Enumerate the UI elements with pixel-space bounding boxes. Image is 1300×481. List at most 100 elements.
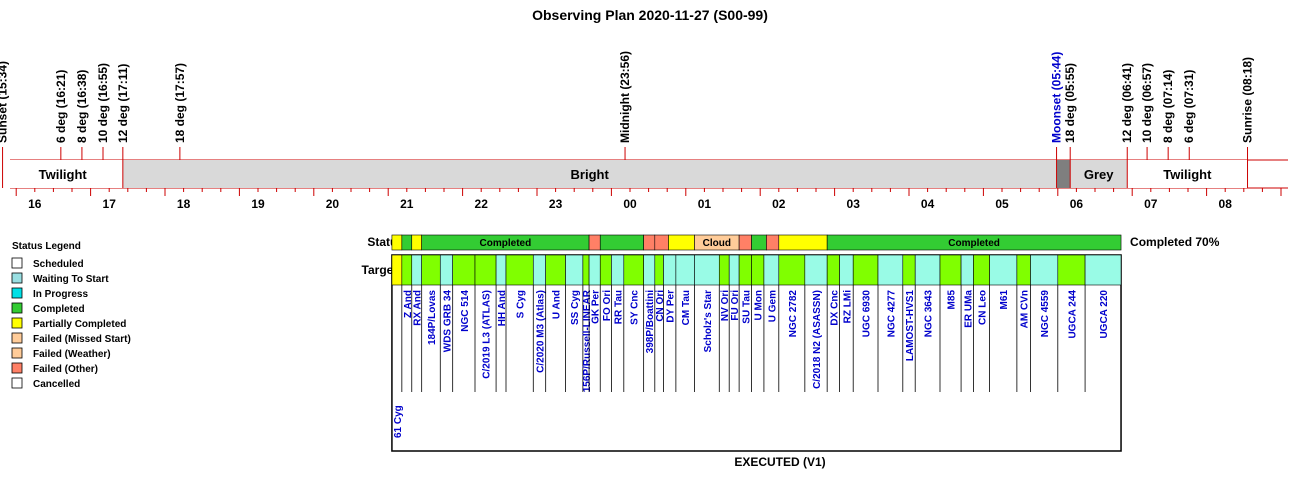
legend-swatch-completed: [11, 302, 23, 314]
legend-swatch-failed-weather: [11, 347, 23, 359]
target-label-nv-ori: NV Ori: [720, 290, 731, 321]
target-cell-am-cvn: [1016, 254, 1031, 286]
target-label-gk-per: GK Per: [591, 290, 602, 324]
legend-swatch-failed-other: [11, 362, 23, 374]
target-cell-ngc-4277: [877, 254, 904, 286]
target-label-scholz-s-star: Scholz's Star: [703, 290, 714, 353]
target-label-s-cyg: S Cyg: [516, 290, 527, 318]
target-cell-ngc-514: [452, 254, 476, 286]
target-label-su-tau: SU Tau: [741, 290, 752, 324]
hour-tick-label-23: 23: [549, 197, 563, 211]
target-cell-u-and: [545, 254, 566, 286]
hour-tick-label-03: 03: [847, 197, 861, 211]
status-segment-label-completed: Completed: [480, 238, 532, 249]
target-label-ngc-514: NGC 514: [460, 290, 471, 332]
event-label-moonset-05-44: Moonset (05:44): [1050, 52, 1064, 143]
hour-axis: 16 17 18 19 20 21 22 23 00 01 02 03 04 05 06 07 08: [15, 188, 1282, 211]
event-label-18-deg-17-57: 18 deg (17:57): [173, 63, 187, 143]
band-label-twilight: Twilight: [1163, 167, 1212, 182]
target-label-c-2019-l3-atlas: C/2019 L3 (ATLAS): [482, 290, 493, 379]
event-label-sunset-15-34: Sunset (15:34): [0, 61, 10, 143]
sky-condition-band: Twilight Bright Grey Twilight: [2, 159, 1288, 189]
target-label-u-gem: U Gem: [767, 290, 778, 322]
target-cell-rr-tau: [611, 254, 625, 286]
legend-label-completed: Completed: [33, 304, 85, 315]
hour-tick-label-18: 18: [177, 197, 191, 211]
event-label-6-deg-16-21: 6 deg (16:21): [54, 70, 68, 143]
target-label-cn-ori: CN Ori: [655, 290, 666, 322]
hour-tick-label-04: 04: [921, 197, 935, 211]
target-cell-m85: [939, 254, 962, 286]
target-label-cm-tau: CM Tau: [681, 290, 692, 325]
target-label-ngc-3643: NGC 3643: [924, 290, 935, 338]
target-label-rx-and: RX And: [413, 290, 424, 326]
status-segment-label-completed: Completed: [948, 238, 1000, 249]
legend-label-failed-other: Failed (Other): [33, 364, 98, 375]
target-cell-er-uma: [960, 254, 974, 286]
legend-label-waiting-to-start: Waiting To Start: [33, 274, 109, 285]
event-label-6-deg-07-31: 6 deg (07:31): [1182, 70, 1196, 143]
target-label-am-cvn: AM CVn: [1020, 290, 1031, 328]
status-segment-completed: [401, 234, 413, 251]
event-label-10-deg-06-57: 10 deg (06:57): [1140, 63, 1154, 143]
target-label-ugc-6930: UGC 6930: [862, 290, 873, 338]
hour-tick-label-08: 08: [1219, 197, 1233, 211]
status-segment-completed: [599, 234, 644, 251]
target-label-c-2018-n2-asassn: C/2018 N2 (ASASSN): [812, 290, 823, 389]
target-label-ss-cyg: SS Cyg: [570, 290, 581, 325]
legend-label-failed-missed-start: Failed (Missed Start): [33, 334, 131, 345]
target-cell-scholz-s-star: [694, 254, 720, 286]
band-segment-bright: [122, 160, 1057, 188]
target-label-61-cyg: 61 Cyg: [393, 405, 404, 438]
event-label-18-deg-05-55: 18 deg (05:55): [1063, 63, 1077, 143]
target-cell-fo-ori: [599, 254, 612, 286]
hour-tick-label-06: 06: [1070, 197, 1084, 211]
target-label-hh-and: HH And: [497, 290, 508, 326]
chart-title: Observing Plan 2020-11-27 (S00-99): [532, 7, 768, 23]
target-cell-fu-ori: [728, 254, 740, 286]
target-label-m85: M85: [947, 290, 958, 310]
target-cell-gk-per: [588, 254, 601, 286]
hour-tick-label-02: 02: [772, 197, 786, 211]
status-segment-partially-completed: [668, 234, 695, 251]
status-segment-completed: [751, 234, 767, 251]
target-cell-z-and: [401, 254, 413, 286]
target-cell-rx-and: [411, 254, 422, 286]
hour-tick-label-22: 22: [475, 197, 489, 211]
status-segment-partially-completed: [778, 234, 828, 251]
target-label-ugca-244: UGCA 244: [1067, 290, 1078, 339]
target-cell-cn-ori: [654, 254, 664, 286]
legend-label-cancelled: Cancelled: [33, 379, 80, 390]
band-label-twilight: Twilight: [39, 167, 88, 182]
target-cell-sy-cnc: [623, 254, 644, 286]
target-label-398p-boattini: 398P/Boattini: [645, 290, 656, 354]
hour-tick-label-19: 19: [251, 197, 265, 211]
target-label-dy-per: DY Per: [666, 290, 677, 323]
target-label-u-mon: U Mon: [754, 290, 765, 321]
event-label-12-deg-06-41: 12 deg (06:41): [1120, 63, 1134, 143]
status-segment-failed-other: [738, 234, 752, 251]
target-cell-hh-and: [495, 254, 507, 286]
status-segment-failed-other: [643, 234, 656, 251]
hour-tick-label-17: 17: [103, 197, 117, 211]
target-cell-156p-russell-linear: [582, 254, 590, 286]
target-label-c-2020-m3-atlas: C/2020 M3 (Atlas): [535, 290, 546, 373]
band-segment-grey: [1070, 160, 1128, 188]
target-cell-398p-boattini: [643, 254, 656, 286]
target-cell-ngc-3643: [914, 254, 941, 286]
target-cell-wds-grb-34: [439, 254, 453, 286]
legend-title: Status Legend: [12, 241, 81, 252]
target-label-fo-ori: FO Ori: [602, 290, 613, 321]
target-cell-su-tau: [738, 254, 752, 286]
target-label-ugca-220: UGCA 220: [1099, 290, 1110, 339]
status-segment-failed-other: [654, 234, 669, 251]
target-label-156p-russell-linear: 156P/Russell-LINEAR: [582, 289, 593, 392]
hour-tick-label-05: 05: [995, 197, 1009, 211]
event-label-midnight-23-56: Midnight (23:56): [618, 51, 632, 143]
status-segment-label-cloud: Cloud: [703, 238, 731, 249]
status-segment-failed-other: [766, 234, 780, 251]
target-label-lamost-hvs1: LAMOST-HVS1: [905, 290, 916, 362]
target-cell-c-2018-n2-asassn: [804, 254, 828, 286]
band-label-grey: Grey: [1084, 167, 1114, 182]
